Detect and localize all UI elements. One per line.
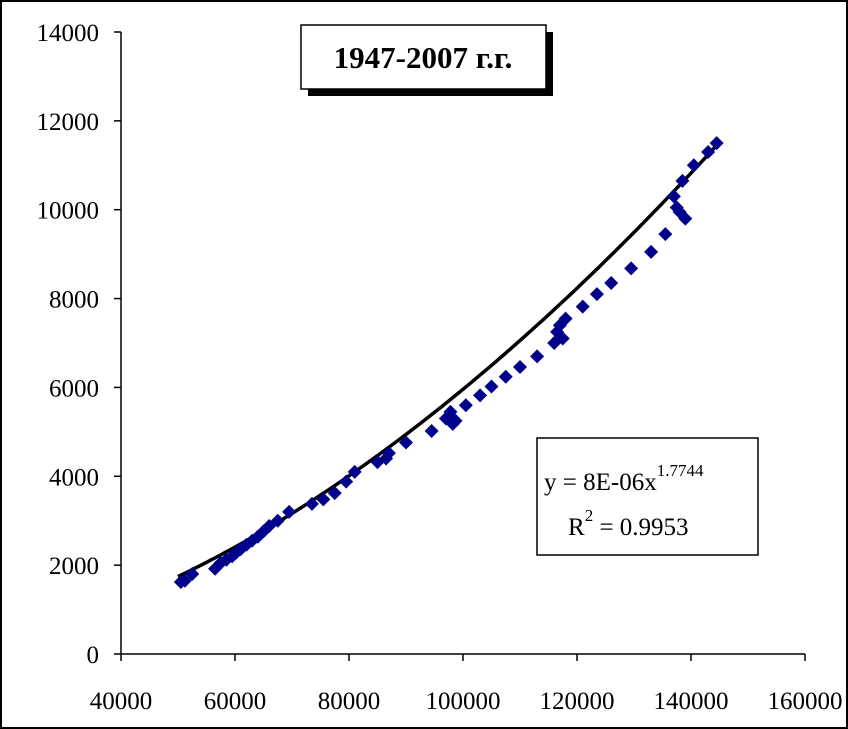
data-point <box>458 398 473 413</box>
chart-title-box: 1947-2007 г.г. <box>300 24 553 96</box>
y-tick-label: 14000 <box>37 20 100 47</box>
y-tick-label: 10000 <box>37 198 100 225</box>
data-point <box>316 492 331 507</box>
r-squared: R2 = 0.9953 <box>568 506 689 541</box>
data-point <box>709 136 724 151</box>
data-point <box>575 299 590 314</box>
data-point <box>624 261 639 276</box>
data-point <box>604 276 619 291</box>
equation-frame <box>536 437 759 556</box>
y-tick-label: 2000 <box>49 553 99 580</box>
r2-prefix: R <box>568 514 585 541</box>
r2-value: = 0.9953 <box>593 514 688 541</box>
r2-exponent: 2 <box>585 506 594 525</box>
axes: 0 2000 4000 6000 8000 10000 12000 14000 40000 600… <box>37 20 843 715</box>
data-point <box>701 144 716 159</box>
data-point <box>658 227 673 242</box>
title-frame <box>300 24 547 90</box>
y-tick-label: 8000 <box>49 287 99 314</box>
x-tick-label: 120000 <box>540 688 615 715</box>
data-point <box>270 513 285 528</box>
x-tick-label: 80000 <box>318 688 381 715</box>
data-point <box>666 189 681 204</box>
data-point <box>555 331 570 346</box>
data-point <box>644 244 659 259</box>
x-tick-label: 40000 <box>90 688 153 715</box>
data-point <box>589 287 604 302</box>
y-tick-label: 6000 <box>49 375 99 402</box>
chart-title: 1947-2007 г.г. <box>334 40 513 75</box>
data-point <box>177 573 192 588</box>
data-point <box>686 158 701 173</box>
y-tick-label: 0 <box>87 642 100 669</box>
y-tick-label: 12000 <box>37 109 100 136</box>
data-point <box>185 567 200 582</box>
equation-prefix: y = 8E-06x <box>544 469 657 496</box>
data-point <box>530 349 545 364</box>
data-points <box>173 136 724 590</box>
data-point <box>347 464 362 479</box>
data-point <box>304 496 319 511</box>
equation-exponent: 1.7744 <box>657 461 704 480</box>
data-point <box>327 486 342 501</box>
data-point <box>484 379 499 394</box>
x-tick-label: 100000 <box>426 688 501 715</box>
data-point <box>282 504 297 519</box>
trendline-equation: y = 8E-06x1.7744 <box>544 461 704 496</box>
data-point <box>443 404 458 419</box>
y-tick-label: 4000 <box>49 464 99 491</box>
data-point <box>498 369 513 384</box>
data-point <box>675 173 690 188</box>
data-point <box>473 388 488 403</box>
x-tick-label: 160000 <box>768 688 843 715</box>
data-point <box>424 423 439 438</box>
data-point <box>448 413 463 428</box>
x-tick-label: 60000 <box>204 688 267 715</box>
x-tick-label: 140000 <box>654 688 729 715</box>
data-point <box>399 435 413 450</box>
data-point <box>678 211 693 226</box>
data-point <box>339 474 354 489</box>
data-point <box>513 359 527 374</box>
data-point <box>558 311 573 326</box>
trendline-equation-box: y = 8E-06x1.7744 R2 = 0.9953 <box>536 437 759 556</box>
data-point <box>381 446 396 461</box>
